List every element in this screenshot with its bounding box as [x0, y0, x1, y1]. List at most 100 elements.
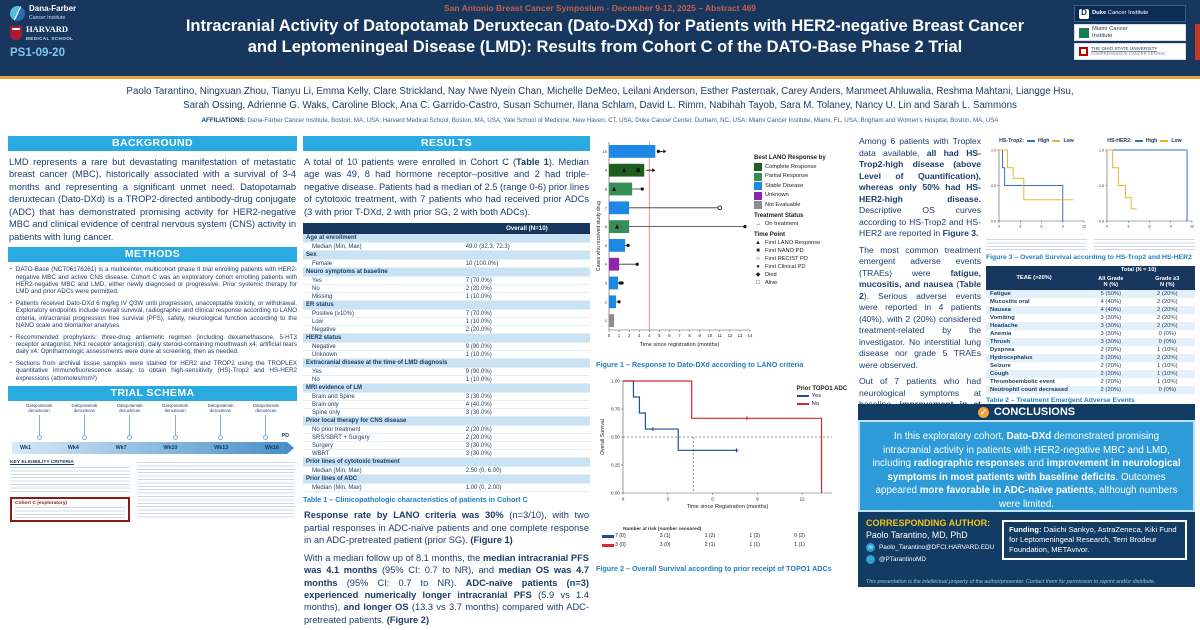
affiliations: AFFILIATIONS: Dana-Farber Cancer Institu… [201, 117, 999, 125]
line-swatch [796, 403, 809, 406]
week-label: Wk10 [163, 444, 178, 451]
svg-text:7: 7 [678, 333, 681, 338]
table2-row: Hydrocephalus 2 (20%) 2 (20%) [986, 353, 1195, 362]
miami-logo: Miami Cancer Institute [1074, 24, 1186, 41]
title-line-2: and Leptomeningeal Disease (LMD): Result… [247, 38, 963, 57]
conclusions-title: CONCLUSIONS [993, 406, 1076, 418]
table1-row: Spine only 3 (30.0%) [303, 408, 590, 418]
risk-value: 3 (1) [659, 533, 671, 539]
schema-arm: Datopotamab deruxtecan [245, 403, 287, 440]
legend-item: → On treatment [755, 221, 799, 228]
cohort-note: Cohort C (exploratory) [15, 500, 68, 506]
figure2-km-plot: 0.00 0.25 0.50 0.75 1.00 0 3 6 9 12 Time since Reg… [600, 379, 832, 510]
legend-item: Stable Disease [754, 182, 850, 190]
check-icon: ✓ [977, 406, 989, 418]
osq-marker-icon: □ [756, 280, 760, 287]
svg-text:12: 12 [1190, 225, 1194, 229]
table1-row: WBRT 3 (30.0%) [303, 449, 590, 459]
risk-row: 3 (0) 3 (0) 2 (1) 1 (1) 1 (1) [596, 541, 854, 550]
svg-text:8: 8 [605, 187, 608, 192]
risk-value: 7 (0) [615, 533, 626, 539]
svg-text:4: 4 [648, 333, 651, 338]
disclaimer-text: This presentation is the intellectual pr… [866, 579, 1156, 585]
svg-text:Time since registration (month: Time since registration (months) [640, 342, 720, 348]
figure2-caption: Figure 2 – Overall Survival according to… [596, 564, 832, 573]
table1-row: Brain and Spine 3 (30.0%) [303, 392, 590, 402]
table1-row: Median (Min, Max) 1.00 (0, 2.00) [303, 483, 590, 493]
legend-title: Time Point [754, 230, 786, 238]
safety-paragraph: The most common treatment emergent adver… [859, 244, 981, 370]
svg-text:1: 1 [605, 318, 608, 323]
background-section-header: BACKGROUND [8, 136, 297, 151]
miami-sub: Institute [1092, 32, 1113, 39]
svg-text:0.0: 0.0 [991, 220, 996, 224]
risk-row-swatch [602, 544, 614, 547]
svg-text:3: 3 [667, 497, 670, 502]
conclusions-text: In this exploratory cohort, Dato-DXd dem… [858, 420, 1195, 512]
biomarker-paragraph: Among 6 patients with Troplex data avail… [859, 136, 981, 239]
svg-text:12: 12 [800, 497, 806, 502]
schema-arms: Datopotamab deruxtecan Datopotamab deruxt… [8, 403, 297, 440]
eligibility-title: KEY ELIGIBILITY CRITERIA [10, 459, 74, 465]
svg-text:0.75: 0.75 [611, 407, 620, 412]
table1-caption: Table 1 – Clinicopathologic characterist… [303, 495, 528, 505]
table2-body: Fatigue 5 (50%) 2 (20%) Mucositis oral 4 (40… [986, 289, 1195, 394]
svg-text:10: 10 [603, 149, 608, 154]
conclusions-header: ✓ CONCLUSIONS [858, 404, 1195, 420]
cohort-c-highlight-box: Cohort C (exploratory) [10, 496, 130, 522]
miami-icon [1079, 27, 1089, 38]
table1-row: Brain only 4 (40.0%) [303, 400, 590, 410]
infusion-node-icon [127, 434, 133, 440]
line-swatch [1026, 139, 1035, 142]
legend-title: Prior TOPO1 ADC [796, 386, 847, 392]
risk-value: 1 (1) [794, 542, 805, 548]
table1-row: No 2 (20.0%) [303, 284, 590, 294]
svg-text:2: 2 [605, 299, 608, 304]
table1-row: Negative 2 (20.0%) [303, 325, 590, 335]
infusion-node-icon [218, 434, 224, 440]
twitter-handle: @PTarantinoMD [879, 556, 926, 563]
background-text: LMD represents a rare but devastating ma… [9, 157, 296, 242]
table2-row: Nausea 4 (40%) 2 (20%) [986, 305, 1195, 314]
table1-row: Surgery 3 (30.0%) [303, 441, 590, 451]
figure3a-legend: HS-Trop2: High Low [999, 137, 1074, 144]
left-logos: Dana-Farber Cancer Institute HARVARD MEDIC… [10, 4, 130, 59]
svg-text:9: 9 [1062, 225, 1064, 229]
legend-swatch [754, 172, 762, 181]
svg-text:0.50: 0.50 [611, 435, 620, 440]
legend-item: No [796, 401, 847, 407]
svg-text:0: 0 [622, 497, 625, 502]
method-bullet: ▪ Sections from archival tissue samples w… [10, 359, 297, 382]
duke-name: Duke [1092, 10, 1107, 17]
trial-schema-graphic: Datopotamab deruxtecan Datopotamab deruxt… [8, 403, 297, 537]
table1-row: MRI evidence of LM [303, 383, 590, 394]
svg-text:9: 9 [605, 168, 608, 173]
authors-line-2: Sarah Ossing, Adrienne G. Waks, Caroline… [183, 100, 1017, 112]
illegible-text-lines [15, 506, 125, 518]
timeline-end-label: PD [281, 432, 290, 439]
email-address: Paolo_Tarantino@DFCI.HARVARD.EDU [879, 544, 995, 551]
figure1: 0 1 2 3 4 5 6 7 8 9 10 11 12 13 14 Time since registrat… [596, 139, 854, 357]
table2-row: Thrush 3 (30%) 0 (0%) [986, 337, 1195, 346]
timeline-arrow-icon [287, 441, 294, 454]
red-accent-bar [1195, 24, 1200, 60]
figure3-panel-her2: HS-HER2: High Low 0.0 0.5 1.0 0 3 6 9 12 [1094, 136, 1195, 251]
dana-farber-logo: Dana-Farber Cancer Institute [10, 4, 130, 22]
gold-divider [0, 76, 1200, 79]
illegible-text-lines [137, 461, 295, 518]
table1-row: Yes 9 (90.0%) [303, 367, 590, 377]
harvard-shield-icon [10, 26, 22, 41]
table1: Overall (N=10) Age at enrollment Median (… [303, 223, 590, 493]
table1-row: Missing 1 (10.0%) [303, 292, 590, 302]
svg-text:0: 0 [1106, 225, 1108, 229]
table1-row: Negative 9 (90.0%) [303, 342, 590, 352]
svg-text:2: 2 [628, 333, 631, 338]
right-logos: D Duke Cancer Institute Miami Cancer Inst… [1074, 5, 1186, 60]
svg-text:1.00: 1.00 [611, 379, 620, 384]
dana-farber-sub: Cancer Institute [29, 15, 66, 22]
svg-text:9: 9 [756, 497, 759, 502]
legend-item: □ Alive [754, 280, 850, 287]
column-background-methods: BACKGROUND LMD represents a rare but dev… [8, 136, 297, 537]
table2-header-allgrade: All Grade N (%) [1082, 274, 1140, 290]
svg-text:0: 0 [998, 225, 1000, 229]
